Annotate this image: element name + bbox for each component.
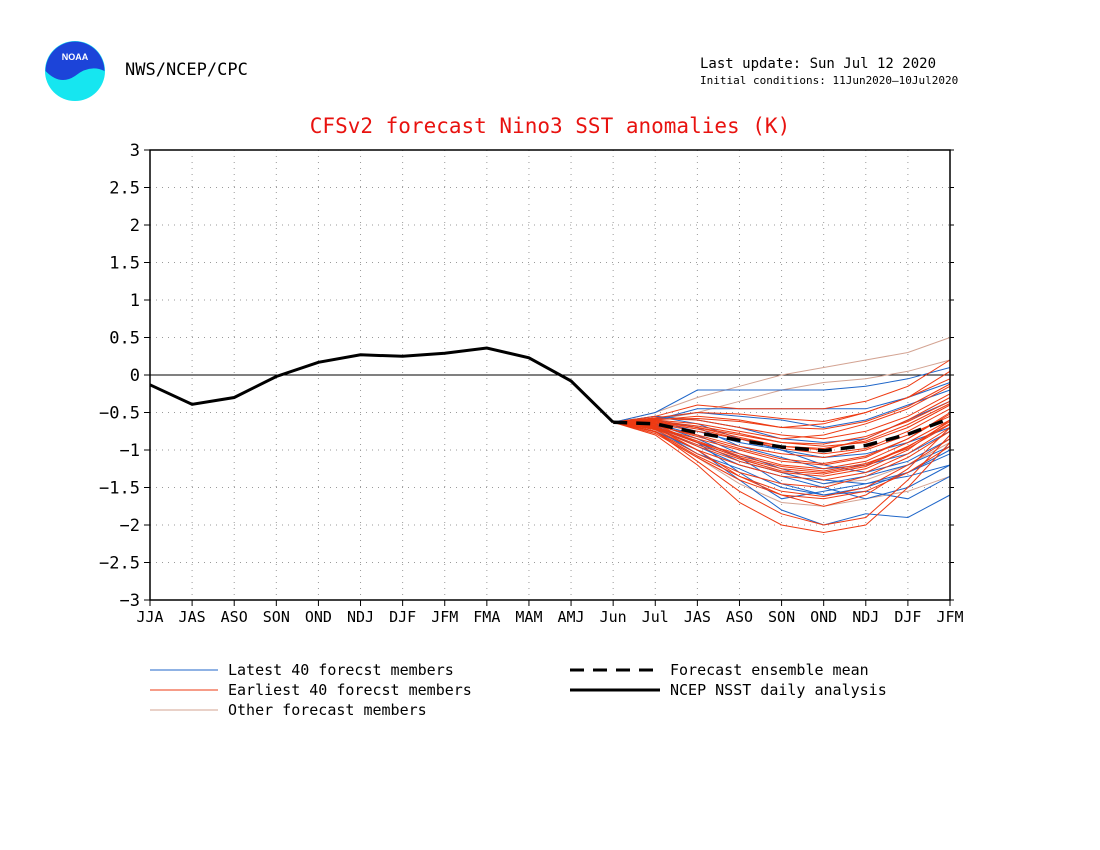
y-tick-label: −0.5 xyxy=(99,404,140,424)
legend-label-earliest: Earliest 40 forecst members xyxy=(228,681,472,699)
x-tick-label: JAS xyxy=(684,608,711,626)
initial-conditions: Initial conditions: 11Jun2020–10Jul2020 xyxy=(700,74,959,87)
y-tick-label: 3 xyxy=(130,141,140,161)
x-tick-label: DJF xyxy=(389,608,416,626)
x-tick-label: SON xyxy=(263,608,290,626)
forecast-member-line xyxy=(613,421,951,498)
forecast-member-line xyxy=(613,413,951,465)
y-tick-label: −1.5 xyxy=(99,479,140,499)
forecast-member-line xyxy=(613,421,951,474)
chart-title: CFSv2 forecast Nino3 SST anomalies (K) xyxy=(309,114,791,138)
y-tick-label: −3 xyxy=(120,591,140,611)
forecast-member-line xyxy=(613,385,951,440)
x-tick-label: NDJ xyxy=(347,608,374,626)
grid xyxy=(150,150,950,600)
forecast-member-line xyxy=(613,337,951,423)
ensemble-mean-series xyxy=(613,416,951,453)
ensemble-mean-line xyxy=(613,416,951,453)
x-tick-label: OND xyxy=(305,608,332,626)
analysis-line xyxy=(149,346,615,424)
forecast-member-line xyxy=(613,400,951,445)
logo-text: NOAA xyxy=(62,52,89,62)
forecast-member-line xyxy=(613,367,951,423)
forecast-member-line xyxy=(613,359,951,423)
forecast-member-line xyxy=(613,419,951,477)
x-tick-label: MAM xyxy=(515,608,542,626)
legend-label-latest: Latest 40 forecst members xyxy=(228,661,454,679)
x-tick-label: SON xyxy=(768,608,795,626)
y-tick-label: 2.5 xyxy=(109,179,140,199)
x-tick-label: DJF xyxy=(894,608,921,626)
y-tick-label: −2 xyxy=(120,516,140,536)
y-tick-label: 0 xyxy=(130,366,140,386)
x-tick-label: JJA xyxy=(136,608,163,626)
forecast-member-line xyxy=(613,421,951,534)
x-tick-label: Jun xyxy=(600,608,627,626)
forecast-member-line xyxy=(613,378,951,423)
y-tick-label: 1.5 xyxy=(109,254,140,274)
last-update: Last update: Sun Jul 12 2020 xyxy=(700,56,937,72)
y-tick-label: 0.5 xyxy=(109,329,140,349)
y-tick-label: −1 xyxy=(120,441,140,461)
forecast-member-line xyxy=(613,421,951,475)
org-label: NWS/NCEP/CPC xyxy=(125,60,248,80)
x-tick-label: AMJ xyxy=(558,608,585,626)
x-tick-label: ASO xyxy=(726,608,753,626)
x-tick-label: FMA xyxy=(473,608,500,626)
forecast-member-line xyxy=(613,419,951,470)
y-tick-label: 1 xyxy=(130,291,140,311)
x-axis-ticks: JJA JAS ASO SON OND NDJ DJF JFM FMA MAM AMJ Jun Jul J… xyxy=(136,600,964,626)
forecast-member-line xyxy=(613,421,951,481)
forecast-member-line xyxy=(613,383,951,430)
forecast-member-line xyxy=(613,421,951,489)
x-tick-label: NDJ xyxy=(852,608,879,626)
y-tick-label: 2 xyxy=(130,216,140,236)
forecast-member-line xyxy=(613,359,951,423)
x-tick-label: Jul xyxy=(642,608,669,626)
analysis-series xyxy=(149,346,615,424)
y-tick-label: −2.5 xyxy=(99,554,140,574)
noaa-logo: NOAA xyxy=(44,40,106,102)
x-tick-label: JFM xyxy=(431,608,458,626)
legend-label-analysis: NCEP NSST daily analysis xyxy=(670,681,887,699)
x-tick-label: ASO xyxy=(221,608,248,626)
legend-label-mean: Forecast ensemble mean xyxy=(670,661,869,679)
x-tick-label: JAS xyxy=(179,608,206,626)
x-tick-label: JFM xyxy=(936,608,963,626)
forecast-member-line xyxy=(613,421,951,500)
x-tick-label: OND xyxy=(810,608,837,626)
y-axis-ticks: 3 2.5 2 1.5 1 0.5 0 −0.5 −1 −1.5 −2 −2.5 −3 xyxy=(99,141,954,611)
legend-label-other: Other forecast members xyxy=(228,701,427,719)
legend: Latest 40 forecst members Earliest 40 for… xyxy=(150,661,887,719)
